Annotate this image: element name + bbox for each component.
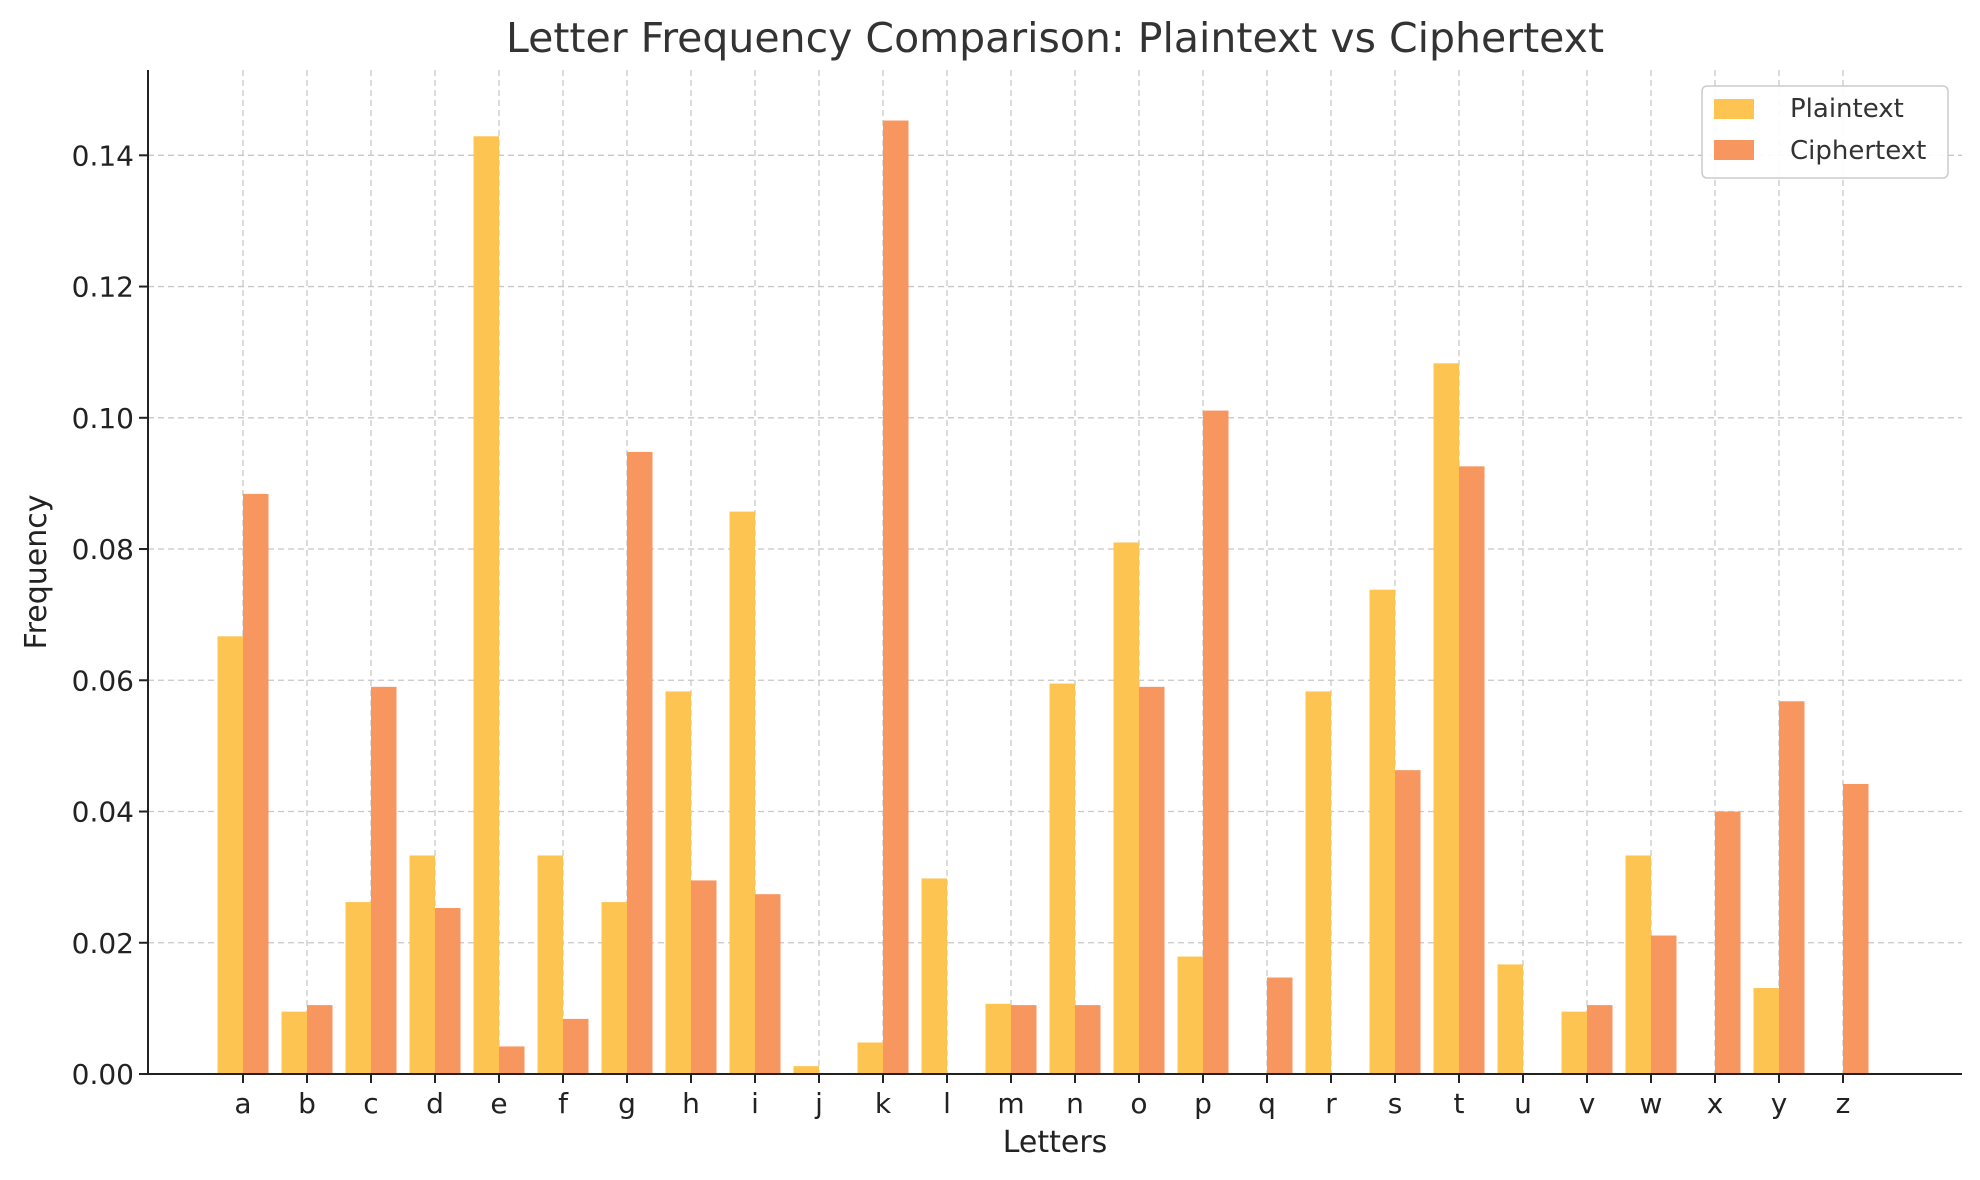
bar-plaintext-t <box>1433 363 1459 1074</box>
bar-plaintext-a <box>217 636 243 1074</box>
bar-ciphertext-d <box>435 907 461 1074</box>
x-tick-label-n: n <box>1066 1087 1084 1120</box>
y-ticks: 0.00 0.02 0.04 0.06 0.08 0.10 0.12 0.14 <box>72 139 148 1091</box>
x-tick-label-h: h <box>682 1087 700 1120</box>
bar-plaintext-s <box>1369 589 1395 1074</box>
bar-plaintext-e <box>473 136 499 1075</box>
bar-ciphertext-i <box>755 894 781 1074</box>
bar-ciphertext-e <box>499 1046 525 1074</box>
bar-plaintext-c <box>345 902 371 1074</box>
bar-ciphertext-k <box>883 120 909 1075</box>
legend-swatch-plaintext <box>1714 99 1754 119</box>
y-tick-label: 0.14 <box>72 139 134 172</box>
x-tick-label-q: q <box>1258 1087 1276 1120</box>
x-tick-label-a: a <box>234 1087 251 1120</box>
chart-title: Letter Frequency Comparison: Plaintext v… <box>506 14 1604 62</box>
x-tick-label-g: g <box>618 1087 636 1120</box>
bar-ciphertext-s <box>1395 770 1421 1074</box>
y-tick-label: 0.10 <box>72 402 134 435</box>
y-tick-label: 0.00 <box>72 1058 134 1091</box>
y-tick-label: 0.02 <box>72 927 134 960</box>
y-tick-label: 0.12 <box>72 271 134 304</box>
x-tick-label-l: l <box>943 1087 951 1120</box>
bar-plaintext-p <box>1177 956 1203 1074</box>
legend-label-ciphertext: Ciphertext <box>1790 136 1926 166</box>
bar-plaintext-u <box>1497 964 1523 1074</box>
x-tick-label-m: m <box>997 1087 1024 1120</box>
bar-plaintext-o <box>1113 542 1139 1074</box>
bar-plaintext-r <box>1305 691 1331 1074</box>
x-tick-label-w: w <box>1640 1087 1663 1120</box>
bar-plaintext-h <box>665 691 691 1074</box>
y-tick-label: 0.08 <box>72 533 134 566</box>
bar-plaintext-i <box>729 511 755 1074</box>
x-tick-label-u: u <box>1514 1087 1532 1120</box>
bar-ciphertext-h <box>691 880 717 1074</box>
bar-ciphertext-m <box>1011 1005 1037 1074</box>
bar-ciphertext-v <box>1587 1005 1613 1074</box>
x-tick-label-i: i <box>751 1087 759 1120</box>
x-ticks: a b c d e f g h i j k l m n o p q r s t u v w x y z <box>234 1074 1850 1120</box>
bar-ciphertext-q <box>1267 977 1293 1074</box>
bar-plaintext-w <box>1625 855 1651 1074</box>
legend-frame <box>1701 85 1949 179</box>
bar-ciphertext-w <box>1651 935 1677 1074</box>
x-tick-label-y: y <box>1771 1087 1788 1120</box>
bar-ciphertext-f <box>563 1018 589 1074</box>
bar-plaintext-n <box>1049 683 1075 1074</box>
x-tick-label-z: z <box>1836 1087 1851 1120</box>
y-tick-label: 0.04 <box>72 796 134 829</box>
bar-ciphertext-t <box>1459 466 1485 1074</box>
bar-ciphertext-x <box>1715 811 1741 1074</box>
x-tick-label-o: o <box>1130 1087 1147 1120</box>
bar-plaintext-j <box>793 1066 819 1074</box>
x-tick-label-f: f <box>558 1087 569 1120</box>
bars <box>217 120 1869 1075</box>
x-tick-label-d: d <box>426 1087 444 1120</box>
x-tick-label-e: e <box>490 1087 507 1120</box>
bar-plaintext-k <box>857 1042 883 1074</box>
x-axis-label: Letters <box>1003 1125 1108 1160</box>
x-tick-label-t: t <box>1454 1087 1465 1120</box>
bar-ciphertext-b <box>307 1005 333 1074</box>
bar-ciphertext-y <box>1779 701 1805 1074</box>
bar-plaintext-d <box>409 855 435 1074</box>
bar-plaintext-g <box>601 902 627 1074</box>
axes <box>147 70 1962 1075</box>
bar-plaintext-m <box>985 1003 1011 1074</box>
bar-ciphertext-o <box>1139 686 1165 1074</box>
bar-plaintext-l <box>921 878 947 1074</box>
x-tick-label-x: x <box>1707 1087 1724 1120</box>
y-tick-label: 0.06 <box>72 664 134 697</box>
bar-plaintext-v <box>1561 1011 1587 1074</box>
x-tick-label-j: j <box>814 1087 823 1120</box>
x-tick-label-s: s <box>1388 1087 1403 1120</box>
x-tick-label-r: r <box>1325 1087 1337 1120</box>
legend: Plaintext Ciphertext <box>1701 85 1949 179</box>
bar-plaintext-y <box>1753 988 1779 1074</box>
x-tick-label-v: v <box>1579 1087 1596 1120</box>
bar-ciphertext-z <box>1843 783 1869 1074</box>
bar-ciphertext-p <box>1203 410 1229 1075</box>
bar-ciphertext-n <box>1075 1005 1101 1074</box>
legend-label-plaintext: Plaintext <box>1790 94 1904 124</box>
bar-ciphertext-a <box>243 493 269 1074</box>
x-tick-label-p: p <box>1194 1087 1212 1120</box>
legend-swatch-ciphertext <box>1714 140 1754 160</box>
y-axis-label: Frequency <box>19 495 54 650</box>
bar-plaintext-b <box>281 1011 307 1074</box>
x-tick-label-c: c <box>363 1087 378 1120</box>
bar-ciphertext-g <box>627 451 653 1075</box>
bar-plaintext-f <box>537 855 563 1074</box>
x-tick-label-k: k <box>875 1087 892 1120</box>
x-tick-label-b: b <box>298 1087 316 1120</box>
bar-ciphertext-c <box>371 686 397 1074</box>
